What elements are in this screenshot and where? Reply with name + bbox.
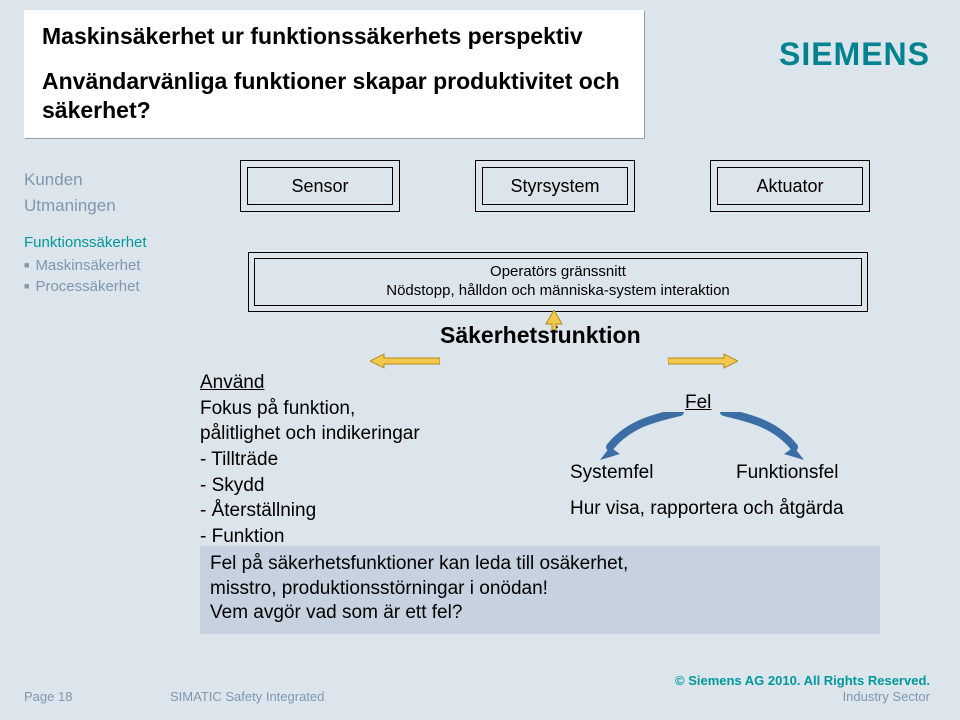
footer-page: Page 18 xyxy=(24,689,72,704)
footer-product: SIMATIC Safety Integrated xyxy=(170,689,324,704)
anvand-b3: - Återställning xyxy=(200,498,420,524)
footer-sector: Industry Sector xyxy=(843,689,930,704)
arrow-right-icon xyxy=(668,352,738,370)
anvand-block: Använd Fokus på funktion, pålitlighet oc… xyxy=(200,370,420,549)
box-sensor: Sensor xyxy=(240,160,400,212)
hur-visa-label: Hur visa, rapportera och åtgärda xyxy=(570,498,844,520)
anvand-head: Använd xyxy=(200,370,420,396)
sidebar: Kunden Utmaningen Funktionssäkerhet Mask… xyxy=(24,170,184,295)
title-line-2: Användarvänliga funktioner skapar produk… xyxy=(42,67,626,125)
sidebar-kunden: Kunden xyxy=(24,170,184,190)
box-styrsystem: Styrsystem xyxy=(475,160,635,212)
anvand-l2: pålitlighet och indikeringar xyxy=(200,421,420,447)
box-akt-label: Aktuator xyxy=(756,176,823,197)
box-aktuator: Aktuator xyxy=(710,160,870,212)
footer-copyright: © Siemens AG 2010. All Rights Reserved. xyxy=(675,673,930,688)
longbox-line1: Operatörs gränssnitt xyxy=(490,263,626,282)
systemfel-label: Systemfel xyxy=(570,462,653,484)
funktionsfel-label: Funktionsfel xyxy=(736,462,838,484)
note-l1: Fel på säkerhetsfunktioner kan leda till… xyxy=(210,552,870,577)
fel-label: Fel xyxy=(685,392,711,414)
siemens-logo: SIEMENS xyxy=(779,36,930,73)
arrow-left-icon xyxy=(370,352,440,370)
box-styr-label: Styrsystem xyxy=(510,176,599,197)
operator-interface-box: Operatörs gränssnitt Nödstopp, hålldon o… xyxy=(248,252,868,312)
sidebar-utmaningen: Utmaningen xyxy=(24,196,184,216)
sidebar-item-2: Processäkerhet xyxy=(24,278,184,295)
highlight-note: Fel på säkerhetsfunktioner kan leda till… xyxy=(200,546,880,634)
note-l3: Vem avgör vad som är ett fel? xyxy=(210,601,870,626)
fel-arrow-right-icon xyxy=(716,412,816,462)
anvand-b1: - Tillträde xyxy=(200,447,420,473)
note-l2: misstro, produktionsstörningar i onödan! xyxy=(210,577,870,602)
arrow-up-icon xyxy=(534,310,574,330)
diagram-area: Sensor Styrsystem Aktuator Operatörs grä… xyxy=(200,160,920,640)
fel-arrow-left-icon xyxy=(590,412,690,462)
title-box: Maskinsäkerhet ur funktionssäkerhets per… xyxy=(24,10,644,138)
anvand-b2: - Skydd xyxy=(200,473,420,499)
anvand-l1: Fokus på funktion, xyxy=(200,396,420,422)
longbox-line2: Nödstopp, hålldon och människa-system in… xyxy=(386,282,730,301)
title-line-1: Maskinsäkerhet ur funktionssäkerhets per… xyxy=(42,22,626,51)
sidebar-item-1: Maskinsäkerhet xyxy=(24,257,184,274)
sidebar-section: Funktionssäkerhet xyxy=(24,234,184,251)
box-sensor-label: Sensor xyxy=(291,176,348,197)
